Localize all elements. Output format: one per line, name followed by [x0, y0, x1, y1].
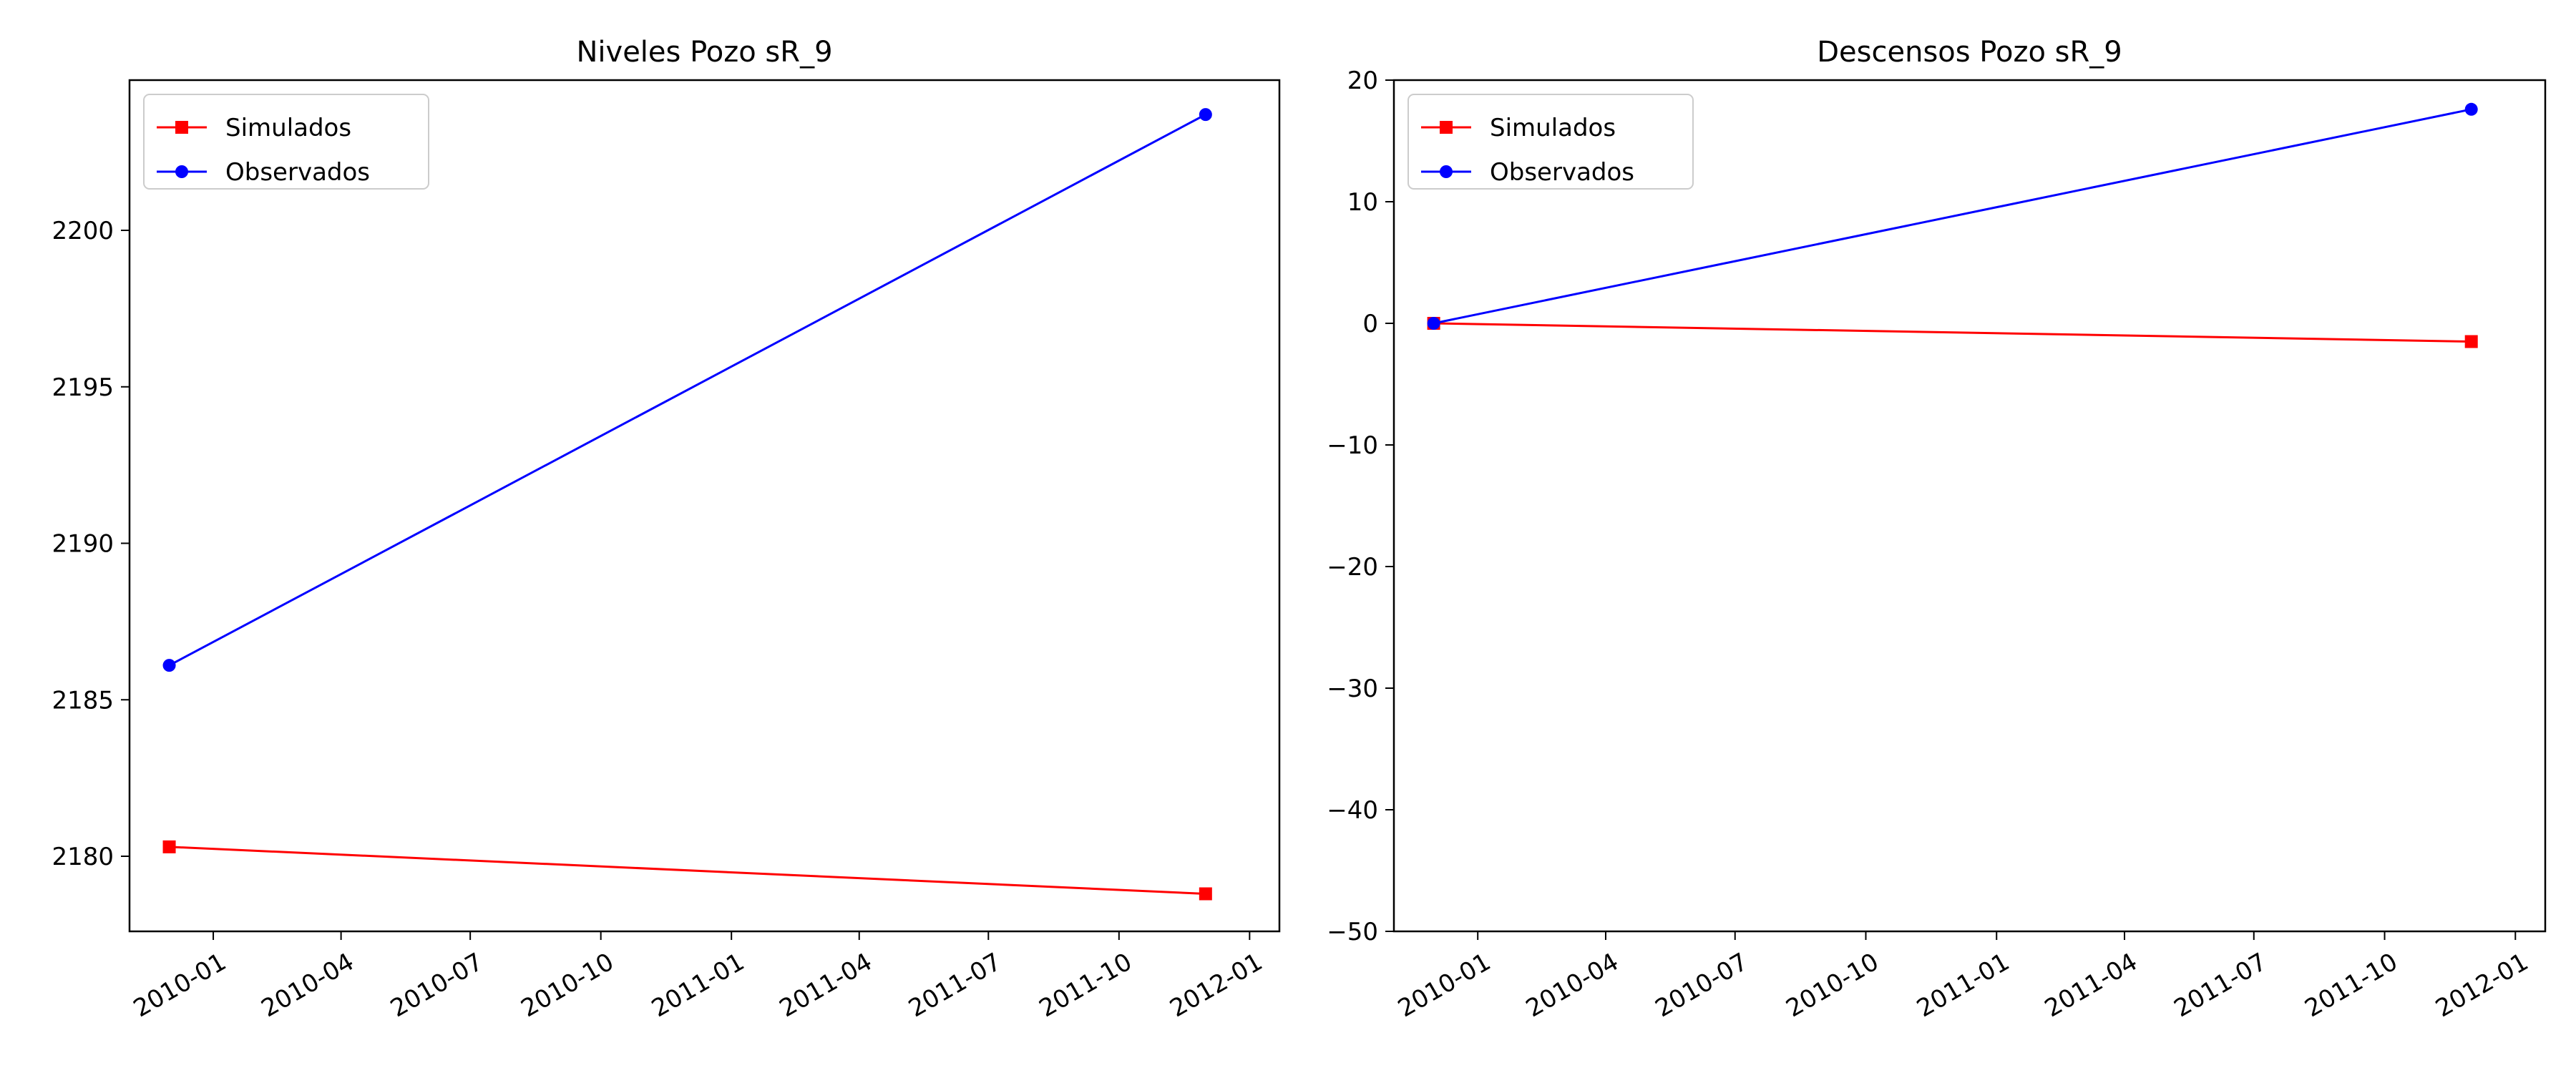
y-tick-label: 2200 [52, 217, 114, 245]
x-tick-label: 2012-01 [1165, 948, 1267, 1024]
legend-label-observados: Observados [225, 158, 370, 187]
legend-swatch-marker [175, 165, 188, 178]
y-tick-label: −20 [1327, 553, 1378, 582]
series-line-simulados [169, 846, 1206, 895]
legend: Simulados Observados [1407, 94, 1694, 190]
legend-label-simulados: Simulados [225, 114, 351, 142]
x-tick-label: 2010-01 [1393, 948, 1496, 1024]
y-tick-label: 2180 [52, 843, 114, 871]
chart-niveles: Niveles Pozo sR_9 2010-01 2010-04 2010-07 20… [52, 36, 1281, 1024]
y-tick-label: −40 [1327, 796, 1378, 825]
x-tick-label: 2010-04 [1521, 948, 1624, 1024]
x-tick-label: 2011-01 [1912, 948, 2014, 1024]
chart-title: Descensos Pozo sR_9 [1817, 36, 2122, 69]
legend-label-observados: Observados [1490, 158, 1634, 187]
legend: Simulados Observados [143, 94, 429, 190]
data-point-simulados [2464, 335, 2478, 348]
x-tick-label: 2011-10 [1035, 948, 1137, 1024]
y-tick-label: −10 [1327, 431, 1378, 460]
data-point-observados [1199, 108, 1212, 122]
y-tick-label: 0 [1362, 310, 1378, 338]
legend-box [1407, 94, 1694, 190]
data-point-simulados [1199, 887, 1212, 901]
x-tick-label: 2010-07 [386, 948, 488, 1024]
x-tick-label: 2010-10 [517, 948, 619, 1024]
legend-box [143, 94, 429, 190]
legend-swatch-marker [1440, 121, 1453, 134]
x-tick-label: 2010-10 [1781, 948, 1883, 1024]
chart-descensos: Descensos Pozo sR_9 2010-01 2010-04 2010-07… [1327, 36, 2547, 1024]
plot-frame [1392, 79, 2547, 933]
y-tick-label: 2195 [52, 373, 114, 402]
legend-label-simulados: Simulados [1490, 114, 1616, 142]
y-tick-label: −50 [1327, 918, 1378, 946]
legend-swatch-marker [175, 121, 188, 134]
x-tick-label: 2010-07 [1651, 948, 1753, 1024]
data-point-simulados [162, 840, 176, 853]
x-tick-label: 2012-01 [2431, 948, 2533, 1024]
x-tick-label: 2010-01 [129, 948, 231, 1024]
y-tick-label: 20 [1347, 67, 1378, 95]
chart-title: Niveles Pozo sR_9 [576, 36, 832, 69]
x-tick-label: 2011-10 [2300, 948, 2402, 1024]
data-point-observados [2464, 102, 2478, 116]
legend-swatch-marker [1440, 165, 1453, 178]
x-tick-label: 2011-04 [2040, 948, 2142, 1024]
plot-frame [128, 79, 1281, 933]
x-tick-label: 2011-04 [775, 948, 877, 1024]
y-tick-label: −30 [1327, 675, 1378, 703]
y-tick-label: 2190 [52, 530, 114, 559]
y-tick-label: 2185 [52, 686, 114, 715]
series-line-observados [168, 113, 1206, 667]
y-tick-label: 10 [1347, 188, 1378, 217]
series-line-simulados [1433, 322, 2472, 343]
data-point-observados [162, 659, 176, 672]
x-tick-label: 2010-04 [256, 948, 358, 1024]
x-tick-label: 2011-07 [904, 948, 1006, 1024]
series-line-observados [1433, 108, 2472, 325]
data-point-observados [1427, 317, 1440, 330]
x-tick-label: 2011-07 [2170, 948, 2272, 1024]
x-tick-label: 2011-01 [647, 948, 749, 1024]
